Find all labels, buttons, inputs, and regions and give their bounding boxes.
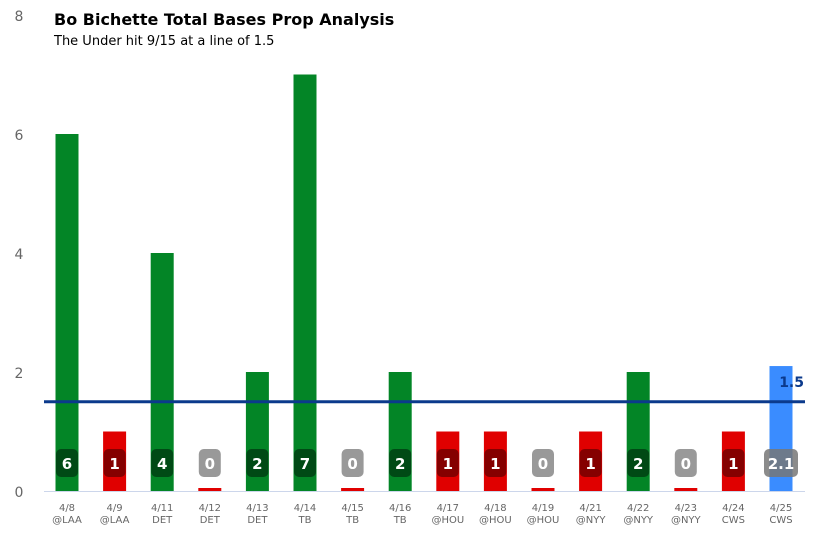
data-label: 1 <box>728 455 738 473</box>
data-label: 0 <box>681 455 691 473</box>
x-tick-opponent: @NYY <box>623 515 654 526</box>
data-label-badge <box>674 449 697 477</box>
data-label-badge <box>198 449 221 477</box>
x-tick-opponent: DET <box>200 515 221 526</box>
y-tick-label: 0 <box>15 485 24 501</box>
data-label: 1 <box>585 455 595 473</box>
data-label: 0 <box>538 455 548 473</box>
data-label-badge <box>484 449 507 477</box>
data-label-badge <box>341 449 364 477</box>
bar <box>150 253 174 491</box>
x-tick-date: 4/17 <box>437 503 459 514</box>
x-tick-opponent: @NYY <box>671 515 702 526</box>
data-label-badge <box>436 449 459 477</box>
prop-line-label: 1.5 <box>779 375 804 391</box>
data-label-badge <box>722 449 745 477</box>
data-label-badge <box>532 449 554 477</box>
x-tick-opponent: @HOU <box>431 515 464 526</box>
data-label: 2 <box>633 455 643 473</box>
x-tick-opponent: TB <box>345 515 359 526</box>
bar <box>293 74 317 491</box>
x-tick-date: 4/21 <box>579 503 601 514</box>
data-label: 7 <box>300 455 310 473</box>
bar <box>55 134 79 491</box>
bar <box>341 488 365 491</box>
x-tick-date: 4/22 <box>627 503 649 514</box>
y-tick-label: 6 <box>15 128 24 144</box>
data-label: 0 <box>347 455 357 473</box>
data-label-badge <box>151 449 174 477</box>
data-label: 6 <box>62 455 72 473</box>
x-tick-opponent: CWS <box>769 515 792 526</box>
chart-title: Bo Bichette Total Bases Prop Analysis <box>54 10 395 29</box>
bar <box>531 488 555 491</box>
data-label-badge <box>764 449 798 477</box>
x-tick-opponent: @LAA <box>52 515 82 526</box>
y-tick-label: 2 <box>15 366 24 382</box>
x-tick-date: 4/18 <box>484 503 506 514</box>
x-tick-date: 4/9 <box>107 503 123 514</box>
x-tick-date: 4/15 <box>341 503 363 514</box>
x-tick-date: 4/8 <box>59 503 75 514</box>
x-tick-date: 4/14 <box>294 503 316 514</box>
y-tick-label: 4 <box>15 247 24 263</box>
x-tick-date: 4/13 <box>246 503 268 514</box>
x-tick-date: 4/16 <box>389 503 411 514</box>
x-tick-date: 4/24 <box>722 503 744 514</box>
x-tick-opponent: CWS <box>722 515 745 526</box>
x-tick-opponent: TB <box>298 515 312 526</box>
x-tick-date: 4/11 <box>151 503 173 514</box>
data-label: 1 <box>109 455 119 473</box>
data-label: 2.1 <box>768 455 795 473</box>
x-tick-opponent: @HOU <box>479 515 512 526</box>
bar <box>674 488 698 491</box>
x-tick-opponent: @HOU <box>527 515 560 526</box>
data-label-badge <box>246 449 269 477</box>
x-tick-opponent: @LAA <box>100 515 130 526</box>
data-label: 0 <box>205 455 215 473</box>
data-label-badge <box>579 449 602 477</box>
data-label: 1 <box>443 455 453 473</box>
data-label: 4 <box>157 455 167 473</box>
data-label-badge <box>389 449 412 477</box>
data-label-badge <box>627 449 650 477</box>
x-tick-date: 4/23 <box>675 503 697 514</box>
y-tick-label: 8 <box>15 9 24 25</box>
x-tick-opponent: DET <box>152 515 173 526</box>
x-tick-date: 4/12 <box>199 503 221 514</box>
data-label: 2 <box>395 455 405 473</box>
chart-subtitle: The Under hit 9/15 at a line of 1.5 <box>54 34 275 49</box>
data-label-badge <box>103 449 126 477</box>
data-label: 1 <box>490 455 500 473</box>
x-tick-opponent: TB <box>393 515 407 526</box>
data-label-badge <box>56 449 78 477</box>
x-tick-date: 4/19 <box>532 503 554 514</box>
x-tick-opponent: DET <box>247 515 268 526</box>
x-tick-opponent: @NYY <box>576 515 607 526</box>
data-label: 2 <box>252 455 262 473</box>
x-tick-date: 4/25 <box>770 503 792 514</box>
data-label-badge <box>294 449 316 477</box>
bar <box>198 488 222 491</box>
